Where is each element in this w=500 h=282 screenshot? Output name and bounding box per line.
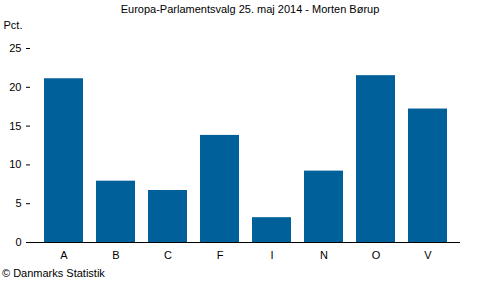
svg-text:20: 20 <box>9 81 21 93</box>
svg-text:Pct.: Pct. <box>4 19 23 31</box>
svg-text:I: I <box>270 249 273 261</box>
svg-text:25: 25 <box>9 42 21 54</box>
svg-text:F: F <box>217 249 224 261</box>
svg-text:5: 5 <box>15 197 21 209</box>
svg-text:N: N <box>320 249 328 261</box>
html-text:Europa-Parlamentsvalg 25. maj: Europa-Parlamentsvalg 25. maj 2014 - Mor… <box>120 3 380 15</box>
svg-text:0: 0 <box>15 236 21 248</box>
svg-text:V: V <box>424 249 432 261</box>
svg-text:15: 15 <box>9 120 21 132</box>
svg-text:A: A <box>60 249 68 261</box>
svg-text:O: O <box>372 249 381 261</box>
svg-text:B: B <box>112 249 119 261</box>
svg-text:10: 10 <box>9 158 21 170</box>
svg-text:C: C <box>164 249 172 261</box>
html-text:© Danmarks Statistik: © Danmarks Statistik <box>2 267 105 279</box>
